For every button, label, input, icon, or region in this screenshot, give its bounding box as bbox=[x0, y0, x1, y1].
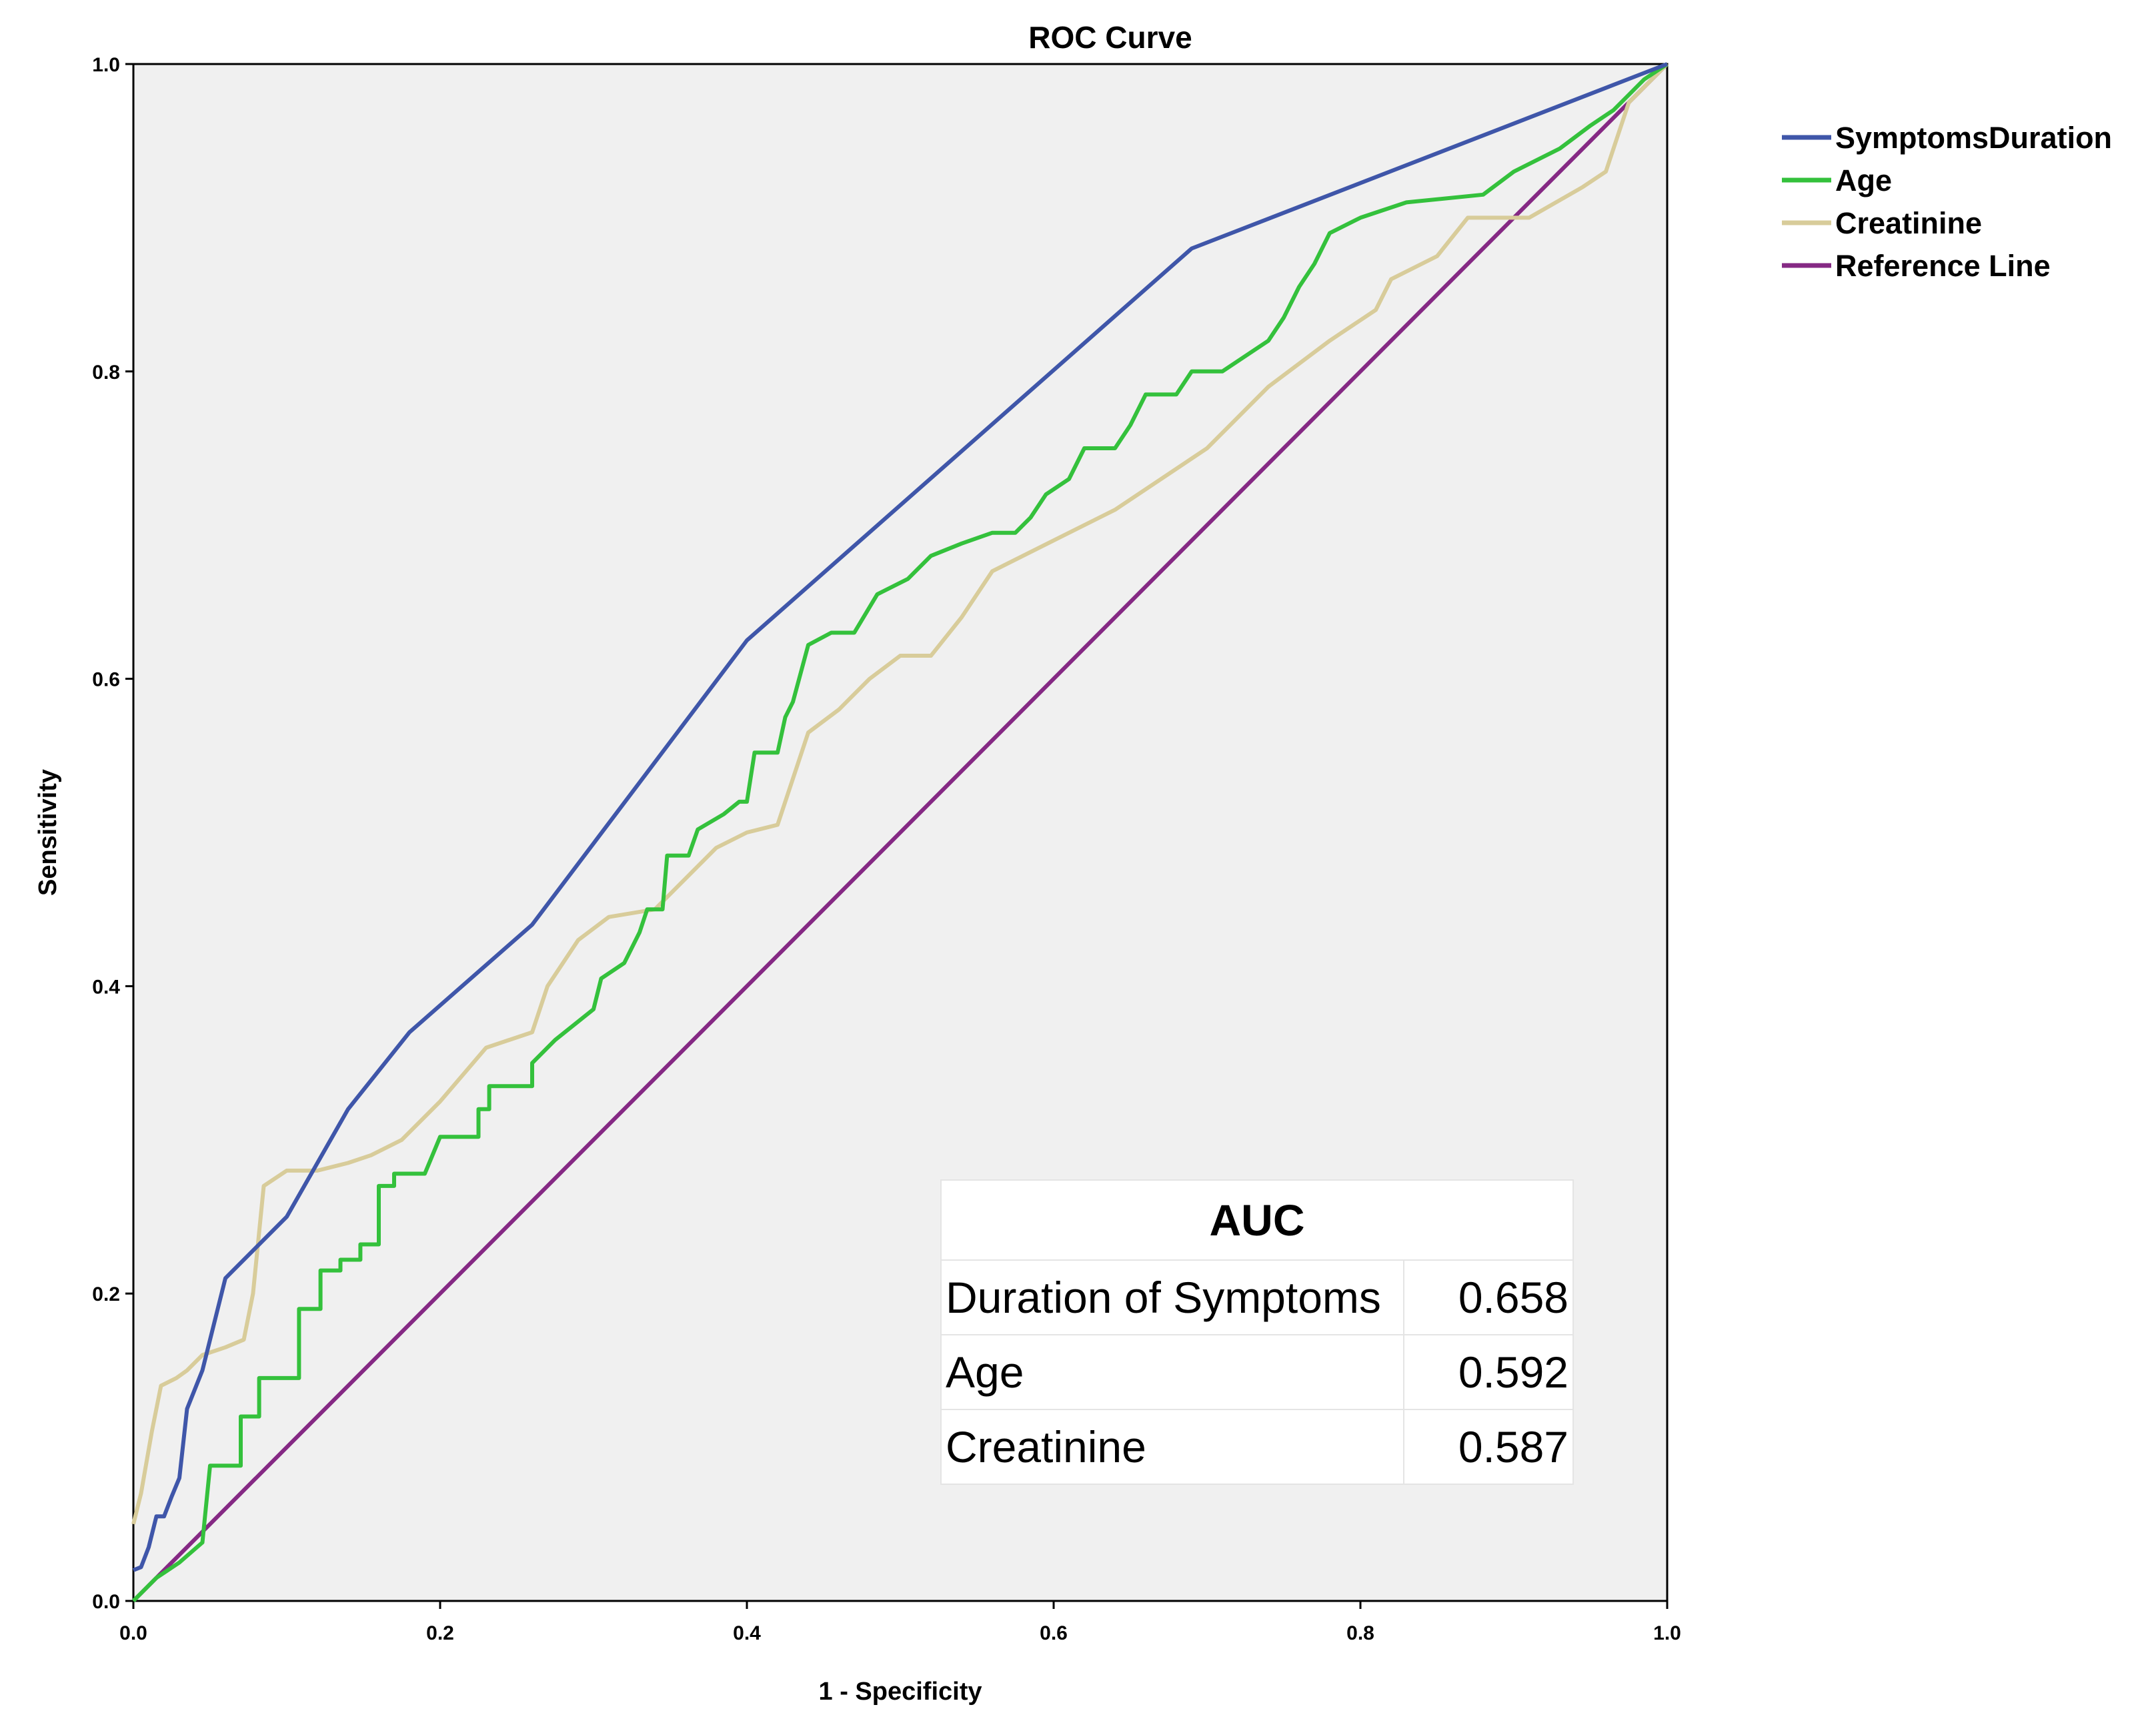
auc-row-value: 0.658 bbox=[1403, 1259, 1574, 1335]
y-tick-label: 0.2 bbox=[92, 1283, 120, 1305]
series-lines bbox=[131, 62, 1669, 1603]
auc-row: Duration of Symptoms 0.658 bbox=[940, 1259, 1574, 1335]
auc-row: Creatinine 0.587 bbox=[940, 1409, 1574, 1485]
legend-label: Age bbox=[1835, 163, 1892, 197]
auc-row-label: Age bbox=[940, 1334, 1404, 1410]
auc-row-value: 0.587 bbox=[1403, 1409, 1574, 1485]
legend-label: Creatinine bbox=[1835, 206, 1982, 240]
x-axis-label: 1 - Specificity bbox=[819, 1678, 982, 1706]
legend: SymptomsDuration Age Creatinine Reference L… bbox=[1782, 121, 2112, 283]
x-tick-label: 1.0 bbox=[1653, 1622, 1681, 1644]
auc-row-label: Duration of Symptoms bbox=[940, 1259, 1404, 1335]
series-line-reference-line bbox=[131, 62, 1669, 1603]
y-tick-label: 0.6 bbox=[92, 669, 120, 691]
x-tick-label: 0.6 bbox=[1040, 1622, 1068, 1644]
series-line-creatinine bbox=[131, 62, 1669, 1525]
auc-row-label: Creatinine bbox=[940, 1409, 1404, 1485]
auc-table: AUC Duration of Symptoms 0.658 Age 0.592… bbox=[940, 1179, 1574, 1485]
x-tick-label: 0.4 bbox=[733, 1622, 761, 1644]
auc-row-value: 0.592 bbox=[1403, 1334, 1574, 1410]
y-axis-ticks: 0.0 0.2 0.4 0.6 0.8 1.0 bbox=[92, 54, 133, 1613]
x-axis-ticks: 0.0 0.2 0.4 0.6 0.8 1.0 bbox=[119, 1601, 1681, 1644]
legend-label: SymptomsDuration bbox=[1835, 121, 2112, 155]
y-tick-label: 0.8 bbox=[92, 362, 120, 384]
chart-title: ROC Curve bbox=[1028, 20, 1192, 55]
series-line-symptomsduration bbox=[132, 62, 1669, 1572]
legend-label: Reference Line bbox=[1835, 249, 2051, 283]
y-tick-label: 0.0 bbox=[92, 1591, 120, 1613]
x-tick-label: 0.0 bbox=[119, 1622, 147, 1644]
y-tick-label: 1.0 bbox=[92, 54, 120, 76]
y-tick-label: 0.4 bbox=[92, 976, 120, 998]
auc-row: Age 0.592 bbox=[940, 1334, 1574, 1410]
y-axis-label: Sensitivity bbox=[34, 769, 62, 896]
x-tick-label: 0.2 bbox=[426, 1622, 454, 1644]
x-tick-label: 0.8 bbox=[1346, 1622, 1374, 1644]
auc-table-header: AUC bbox=[940, 1179, 1574, 1261]
series-line-age bbox=[131, 62, 1669, 1603]
